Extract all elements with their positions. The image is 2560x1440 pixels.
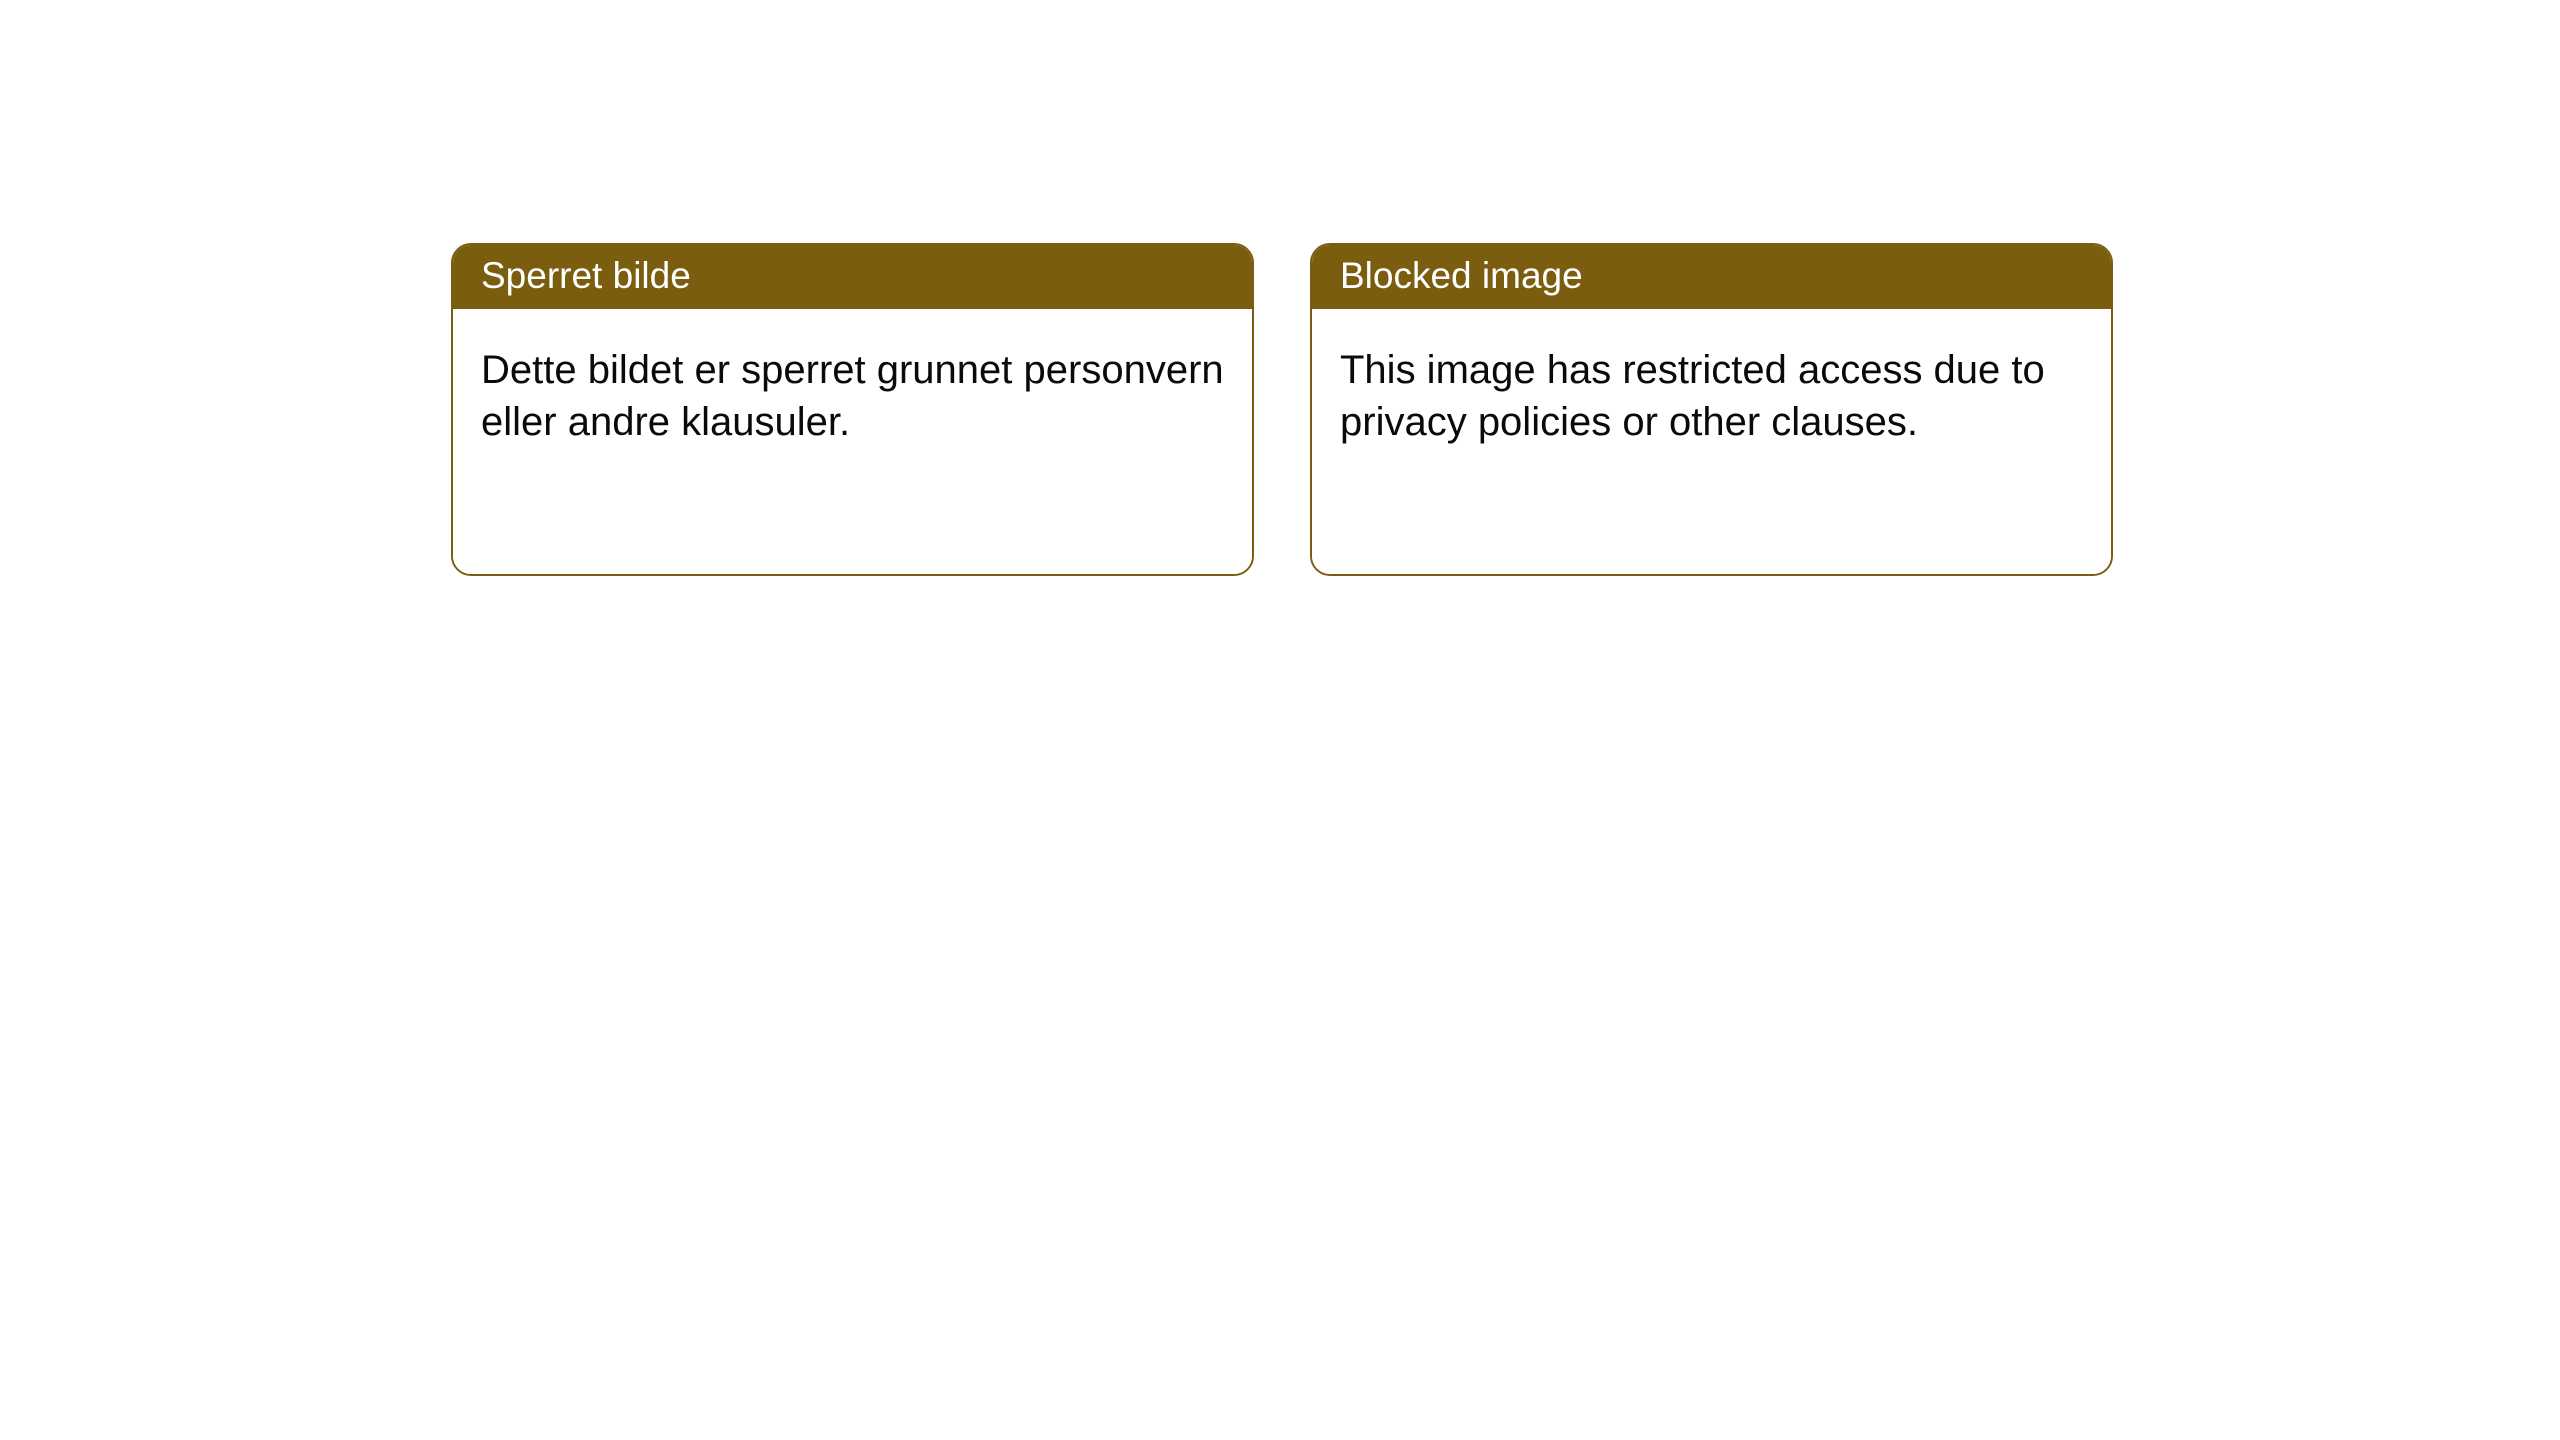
notice-title: Blocked image <box>1312 245 2111 309</box>
notice-body: Dette bildet er sperret grunnet personve… <box>453 309 1252 574</box>
notice-box-norwegian: Sperret bilde Dette bildet er sperret gr… <box>451 243 1254 576</box>
notice-title: Sperret bilde <box>453 245 1252 309</box>
notice-body: This image has restricted access due to … <box>1312 309 2111 574</box>
notice-box-english: Blocked image This image has restricted … <box>1310 243 2113 576</box>
notice-container: Sperret bilde Dette bildet er sperret gr… <box>0 0 2560 576</box>
